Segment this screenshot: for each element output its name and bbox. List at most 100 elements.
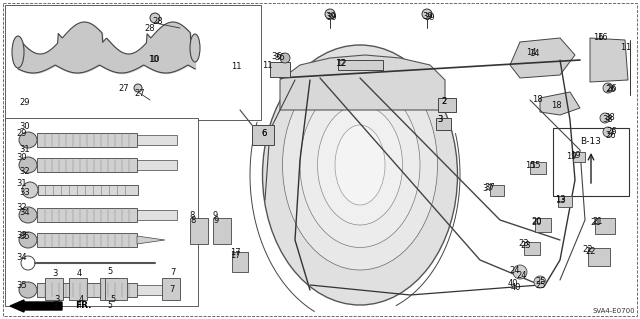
Text: 6: 6 bbox=[261, 129, 267, 137]
Text: 32: 32 bbox=[17, 204, 28, 212]
Bar bbox=[105, 278, 127, 300]
Text: 4: 4 bbox=[77, 300, 81, 309]
Circle shape bbox=[22, 182, 38, 198]
Text: 24: 24 bbox=[516, 271, 527, 280]
Text: 2: 2 bbox=[442, 97, 447, 106]
Text: 14: 14 bbox=[529, 48, 540, 57]
Ellipse shape bbox=[262, 45, 458, 305]
Text: 15: 15 bbox=[525, 160, 535, 169]
Text: 9: 9 bbox=[214, 216, 219, 225]
Bar bbox=[213, 218, 231, 244]
Bar bbox=[162, 278, 180, 300]
Text: 28: 28 bbox=[145, 24, 155, 33]
Text: 13: 13 bbox=[555, 196, 565, 204]
Bar bbox=[338, 60, 383, 70]
Text: 7: 7 bbox=[170, 268, 175, 277]
Text: 20: 20 bbox=[531, 218, 541, 227]
Text: 27: 27 bbox=[134, 88, 145, 98]
Bar bbox=[252, 125, 274, 145]
Text: 39: 39 bbox=[326, 12, 336, 21]
Text: 27: 27 bbox=[119, 84, 129, 93]
Text: 38: 38 bbox=[604, 113, 614, 122]
Text: 3: 3 bbox=[52, 300, 58, 309]
Text: 29: 29 bbox=[19, 98, 29, 107]
Ellipse shape bbox=[335, 125, 385, 205]
Bar bbox=[137, 285, 177, 295]
Circle shape bbox=[534, 276, 546, 288]
Text: 18: 18 bbox=[532, 95, 543, 104]
Ellipse shape bbox=[19, 282, 37, 298]
Circle shape bbox=[600, 113, 610, 123]
Circle shape bbox=[422, 9, 432, 19]
Text: 15: 15 bbox=[530, 161, 540, 170]
Text: 17: 17 bbox=[230, 250, 240, 259]
Polygon shape bbox=[590, 38, 628, 82]
Text: 25: 25 bbox=[536, 280, 547, 290]
Text: 4: 4 bbox=[77, 269, 82, 278]
Text: 14: 14 bbox=[526, 48, 536, 57]
Text: 33: 33 bbox=[19, 189, 29, 197]
Bar bbox=[45, 278, 63, 300]
Text: 18: 18 bbox=[550, 100, 561, 109]
Text: 39: 39 bbox=[425, 13, 435, 23]
Circle shape bbox=[280, 53, 290, 63]
Text: 10: 10 bbox=[148, 55, 159, 63]
Ellipse shape bbox=[282, 60, 438, 270]
Text: 38: 38 bbox=[603, 115, 613, 124]
Text: 35: 35 bbox=[19, 232, 29, 241]
Text: 31: 31 bbox=[19, 145, 29, 154]
Text: 5: 5 bbox=[110, 294, 116, 303]
Text: 19: 19 bbox=[566, 152, 577, 161]
Text: 3: 3 bbox=[438, 115, 443, 124]
Bar bbox=[38, 185, 138, 195]
Bar bbox=[37, 208, 137, 222]
Text: 21: 21 bbox=[590, 218, 600, 227]
Bar bbox=[5, 118, 198, 306]
Text: 16: 16 bbox=[597, 33, 607, 42]
Ellipse shape bbox=[19, 232, 37, 248]
Text: 28: 28 bbox=[153, 18, 163, 26]
Text: 5: 5 bbox=[108, 300, 113, 309]
Text: 19: 19 bbox=[570, 151, 580, 160]
Bar bbox=[595, 218, 615, 234]
Circle shape bbox=[134, 84, 142, 92]
Polygon shape bbox=[540, 92, 580, 115]
Bar bbox=[530, 162, 546, 174]
Text: 6: 6 bbox=[262, 129, 267, 138]
Bar bbox=[436, 118, 451, 130]
Text: 39: 39 bbox=[326, 13, 337, 23]
Ellipse shape bbox=[19, 157, 37, 173]
Circle shape bbox=[21, 256, 35, 270]
Bar bbox=[37, 283, 137, 297]
Circle shape bbox=[603, 83, 613, 93]
Text: 31: 31 bbox=[17, 179, 28, 188]
Text: 33: 33 bbox=[17, 231, 28, 240]
Bar bbox=[232, 252, 248, 272]
Text: 37: 37 bbox=[484, 183, 495, 192]
Ellipse shape bbox=[19, 207, 37, 223]
Text: 32: 32 bbox=[19, 167, 29, 176]
Text: 30: 30 bbox=[19, 122, 29, 131]
Text: 40: 40 bbox=[508, 279, 518, 288]
Circle shape bbox=[150, 13, 160, 23]
Text: 23: 23 bbox=[518, 239, 529, 248]
Text: 36: 36 bbox=[275, 54, 285, 63]
Text: 26: 26 bbox=[607, 84, 617, 93]
Ellipse shape bbox=[300, 83, 420, 248]
Bar bbox=[137, 210, 177, 220]
Bar bbox=[137, 135, 177, 145]
Bar bbox=[438, 98, 456, 112]
Bar bbox=[270, 62, 290, 77]
Text: 34: 34 bbox=[19, 208, 29, 217]
Text: 1: 1 bbox=[625, 42, 630, 51]
Bar bbox=[37, 133, 137, 147]
Text: 40: 40 bbox=[511, 284, 521, 293]
Text: 36: 36 bbox=[271, 52, 282, 61]
Bar bbox=[490, 185, 504, 196]
Bar bbox=[573, 152, 585, 162]
Text: 8: 8 bbox=[191, 216, 196, 225]
Text: 11: 11 bbox=[262, 62, 272, 70]
Text: 39: 39 bbox=[422, 12, 433, 21]
Text: FR.: FR. bbox=[75, 301, 92, 310]
Text: 29: 29 bbox=[17, 129, 28, 137]
